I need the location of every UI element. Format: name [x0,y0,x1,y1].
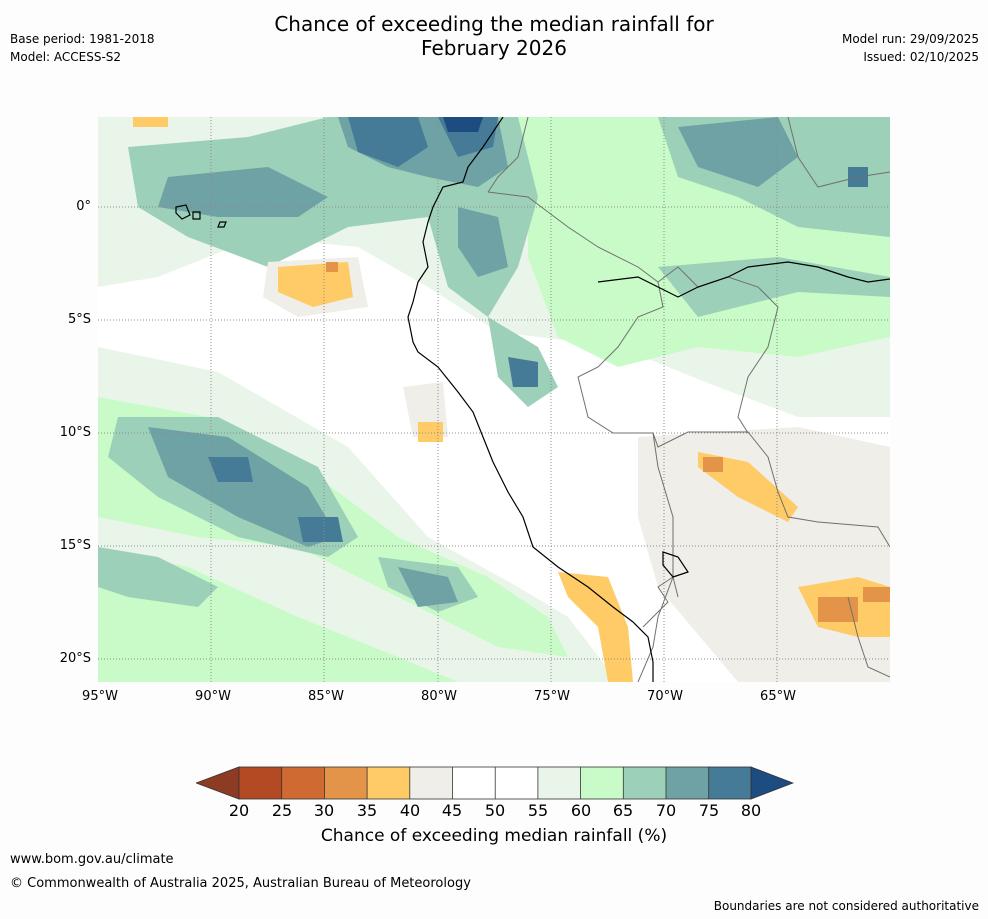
colorbar-swatch-70-75 [666,767,709,799]
region-70-75-south [398,567,458,607]
colorbar [196,766,794,800]
colorbar-label-60: 60 [570,801,592,820]
colorbar-swatch-20-25 [239,767,282,799]
lake-titicaca [662,551,689,578]
map-graticule [98,117,890,682]
map-title-line1: Chance of exceeding the median rainfall … [274,12,714,36]
colorbar-label-30: 30 [313,801,335,820]
region-70-75-galapagos [158,167,328,217]
lon-label-90w: 90°W [195,689,231,704]
colorbar-swatch-60-65 [580,767,624,799]
colorbar-label-40: 40 [399,801,421,820]
region-75-80-north [348,117,428,167]
colorbar-label-20: 20 [228,801,250,820]
colorbar-swatch-45-50 [452,767,496,799]
region-70-75-ne [678,117,798,187]
colorbar-label-45: 45 [441,801,463,820]
rainfall-map [98,117,890,682]
country-borders [487,117,890,682]
region-75-80-peru [508,357,538,387]
region-above-80 [443,117,483,132]
region-35-40-north [133,117,168,127]
region-30-35-bolivia [703,457,723,472]
lon-label-70w: 70°W [647,689,683,704]
region-30-35-pacific [326,262,338,272]
region-70-75-pacific [148,427,338,547]
region-35-40-pacific [278,262,353,307]
region-35-40-andes [558,572,633,682]
region-30-35-se [818,597,858,622]
colorbar-below-20-swatch [196,766,240,800]
colorbar-above-80-swatch [750,766,794,800]
lat-label-20s: 20°S [59,651,91,666]
lon-label-80w: 80°W [421,689,457,704]
colorbar-label-70: 70 [655,801,677,820]
colorbar-swatch-65-70 [623,767,666,799]
colorbar-swatch-35-40 [367,767,410,799]
lon-label-65w: 65°W [760,689,796,704]
model-run-label: Model run: 29/09/2025 [841,32,979,46]
lat-label-15s: 15°S [59,538,91,553]
colorbar-swatch-50-55 [495,767,538,799]
region-35-40-coast [418,422,443,442]
model-label: Model: ACCESS-S2 [10,50,122,64]
colorbar-title: Chance of exceeding median rainfall (%) [320,826,668,846]
base-period-label: Base period: 1981-2018 [10,32,155,46]
colorbar-swatch-75-80 [708,767,751,799]
colorbar-swatch-30-35 [324,767,368,799]
lat-label-5s: 5°S [67,312,91,327]
colorbar-label-75: 75 [698,801,720,820]
region-75-80-pacific2 [298,517,343,542]
lat-label-0: 0° [76,199,91,214]
coastline [407,117,654,682]
region-70-75-peru [458,207,508,277]
lat-label-10s: 10°S [59,425,91,440]
amazon-river [597,261,890,298]
lon-label-75w: 75°W [534,689,570,704]
region-30-35-se2 [863,587,890,602]
colorbar-label-80: 80 [740,801,762,820]
colorbar-swatch-25-30 [281,767,325,799]
colorbar-label-50: 50 [484,801,506,820]
colorbar-label-65: 65 [612,801,634,820]
colorbar-dividers [281,767,710,799]
website-url: www.bom.gov.au/climate [10,852,174,867]
colorbar-label-25: 25 [271,801,293,820]
colorbar-label-55: 55 [527,801,549,820]
issued-label: Issued: 02/10/2025 [863,50,979,64]
map-title-line2: February 2026 [421,36,567,60]
map-title: Chance of exceeding the median rainfall … [0,12,988,60]
lon-label-95w: 95°W [82,689,118,704]
colorbar-label-35: 35 [356,801,378,820]
colorbar-swatch-55-60 [537,767,581,799]
boundary-disclaimer: Boundaries are not considered authoritat… [713,899,979,913]
colorbar-swatch-40-45 [409,767,453,799]
copyright-notice: © Commonwealth of Australia 2025, Austra… [10,876,471,891]
lon-label-85w: 85°W [308,689,344,704]
region-65-70-sw [98,547,218,607]
region-75-80-pacific [208,457,253,482]
galapagos-islands [175,204,227,228]
